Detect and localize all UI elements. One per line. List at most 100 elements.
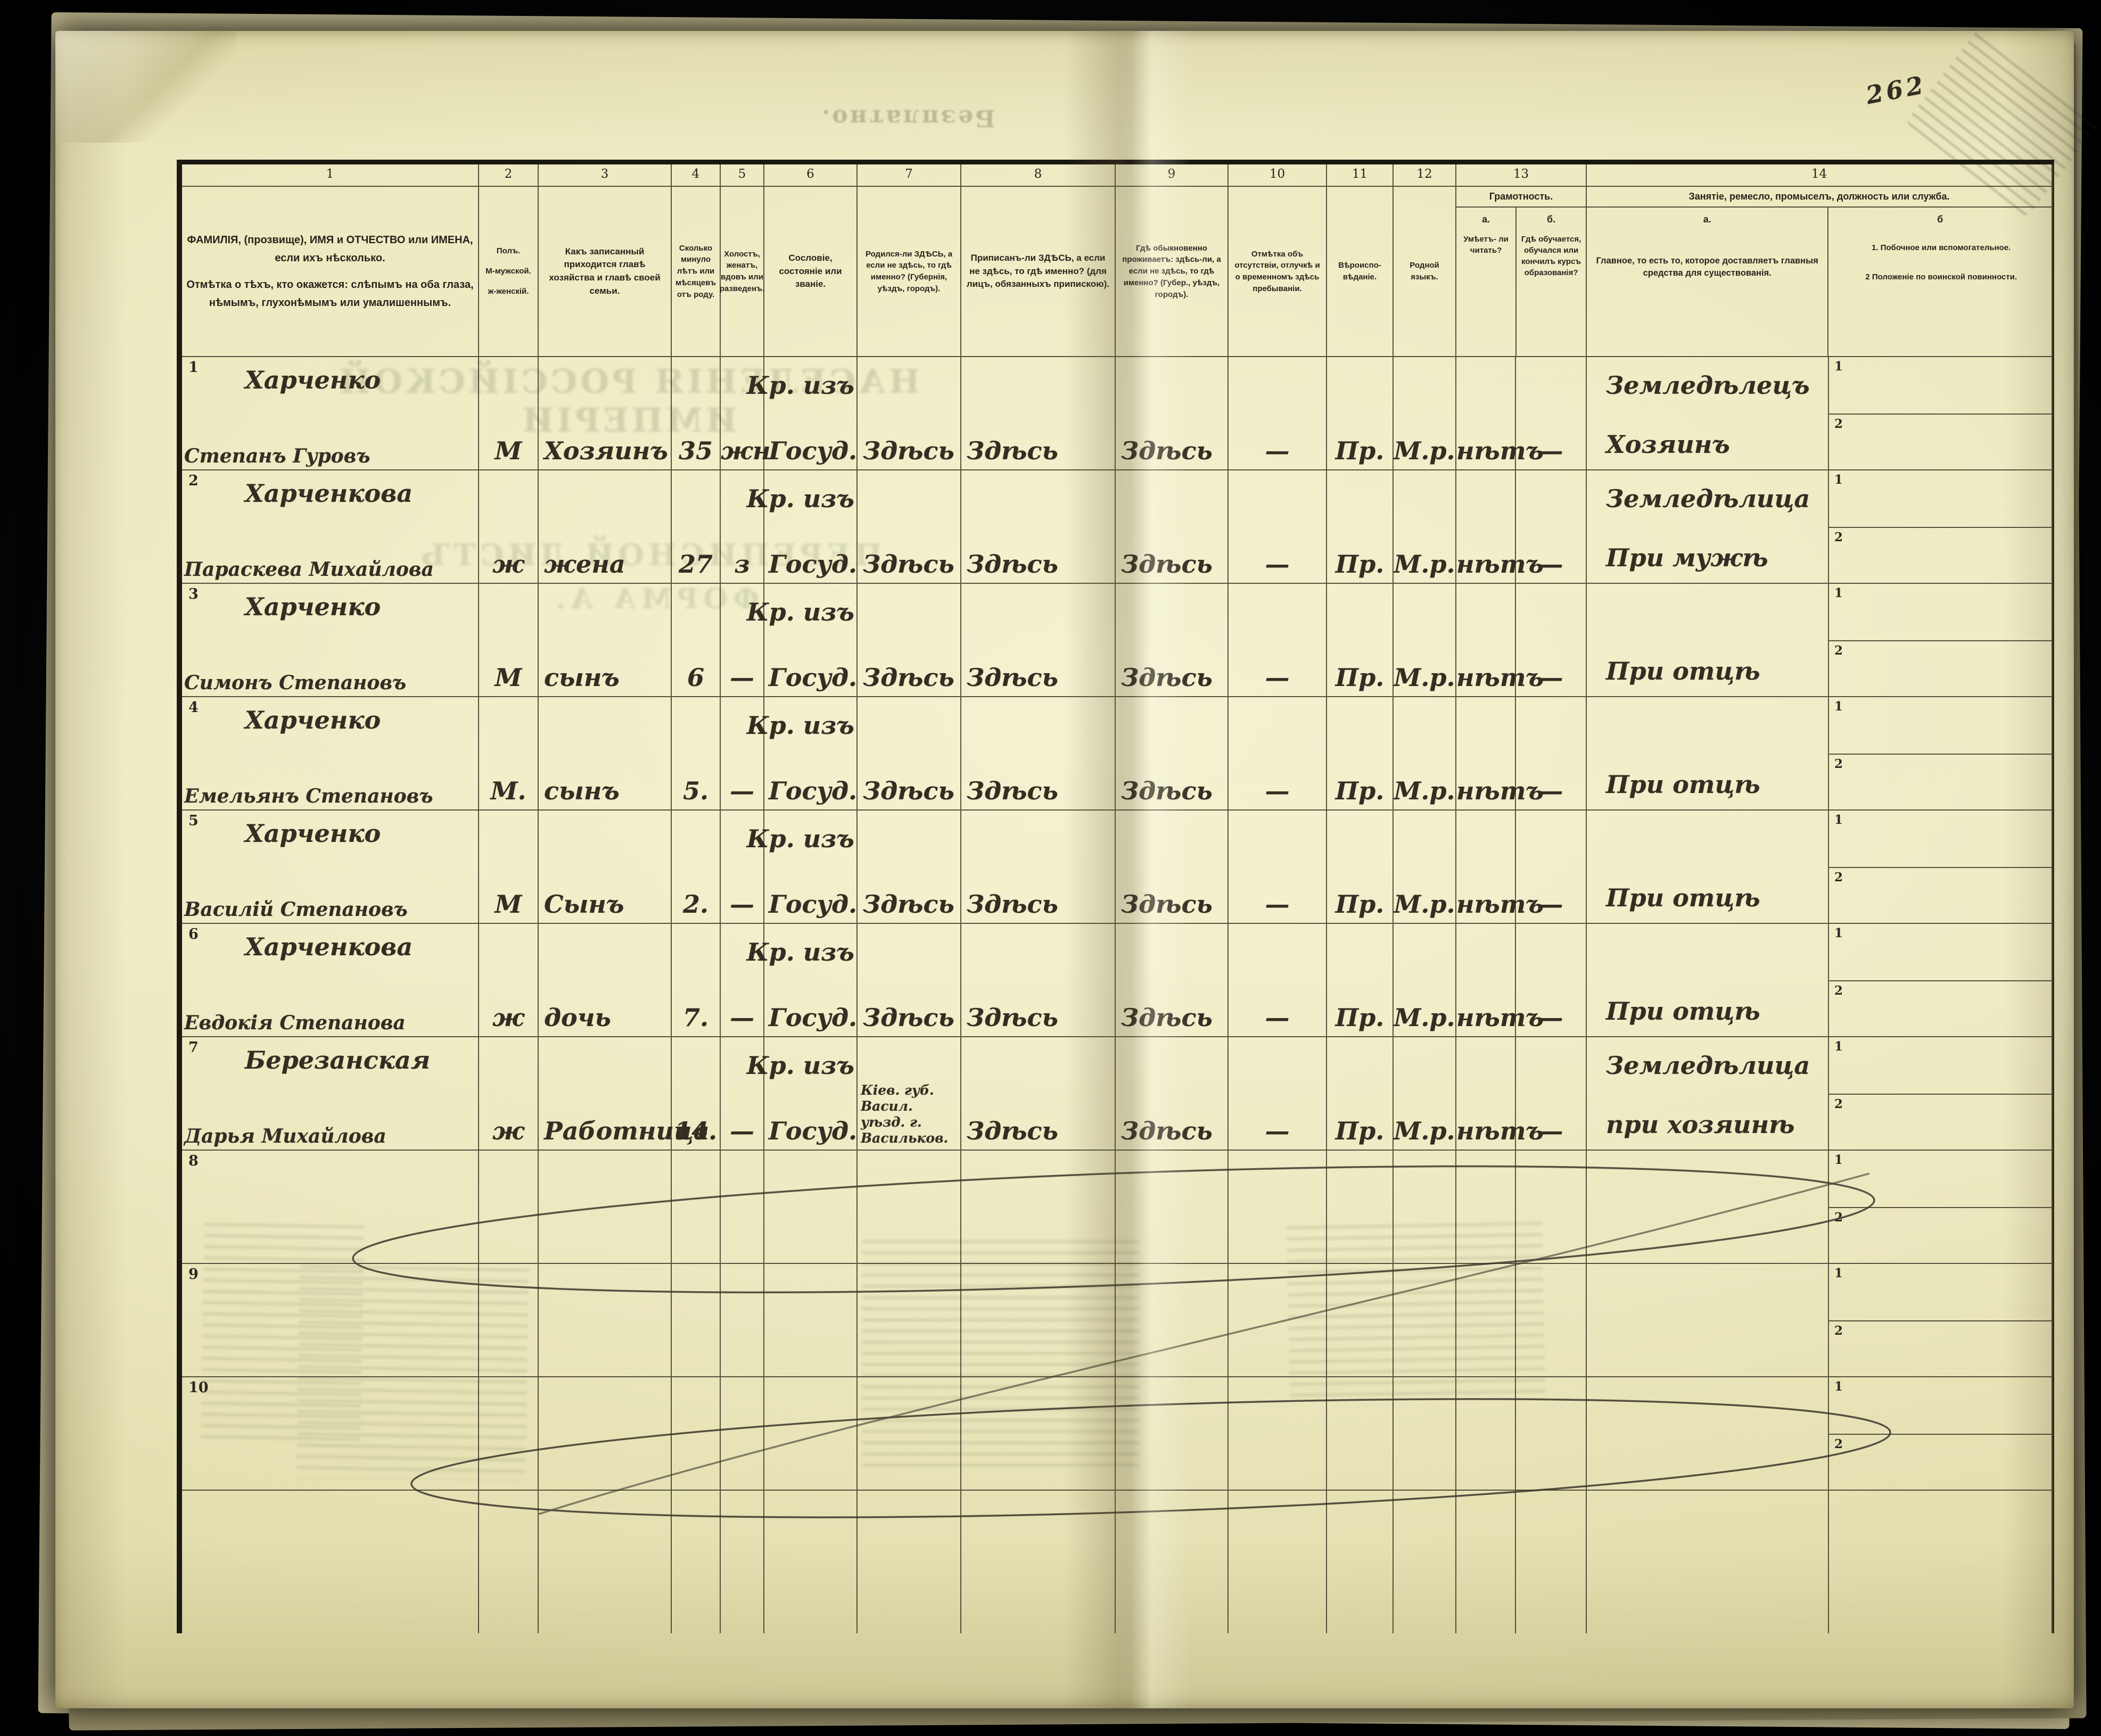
cell-absence: — (1229, 697, 1327, 811)
estate-line1: Кр. изъ (746, 598, 854, 626)
row-number: 10 (188, 1379, 209, 1396)
cell-occupation-side: 1 2 (1829, 811, 2053, 924)
cell-marital: — (721, 811, 764, 924)
cell-residence: Здѣсь (1116, 924, 1229, 1037)
cell-religion: Пр. (1327, 470, 1394, 584)
cell-registration: Здѣсь (961, 697, 1116, 811)
cell-birthplace: Здѣсь (858, 697, 961, 811)
cell-registration: Здѣсь (961, 470, 1116, 584)
cell-residence: Здѣсь (1116, 1037, 1229, 1151)
cell-residence: Здѣсь (1116, 811, 1229, 924)
cell-age: 14. (672, 1037, 721, 1151)
side-occupation-sub1: 1 (1829, 697, 2051, 755)
given-name-text: Василій Степановъ (184, 898, 408, 921)
side-occupation-sub2: 2 (1834, 1436, 1843, 1451)
cell-sex: ж (479, 924, 539, 1037)
header-birthplace-column: Родился-ли ЗДѢСЬ, а если не здѣсь, то гд… (858, 187, 961, 357)
cell-relation: жена (539, 470, 672, 584)
cell-sex (479, 1377, 539, 1491)
empty-cell (721, 1491, 764, 1633)
occupation-line2: При отцѣ (1606, 883, 1760, 912)
cell-marital: — (721, 1037, 764, 1151)
row-number: 5 (188, 813, 199, 829)
header-literacy-a: а. Умѣетъ- ли читать? (1456, 208, 1517, 356)
header-name-note: Отмѣтка о тѣхъ, кто окажется: слѣпымъ на… (186, 279, 474, 309)
cell-relation: Сынъ (539, 811, 672, 924)
row-number: 3 (188, 586, 199, 602)
estate-line1: Кр. изъ (746, 371, 854, 400)
empty-cell (479, 1491, 539, 1633)
col-number-6: 6 (764, 164, 858, 187)
cell-religion (1327, 1151, 1394, 1264)
side-occupation-sub1: 1 (1829, 1264, 2051, 1321)
cell-age: 35 (672, 357, 721, 470)
cell-name: 1 Харченко Степанъ Гуровъ (182, 357, 479, 470)
side-occupation-sub2: 2 (1834, 530, 1843, 544)
cell-relation: сынъ (539, 697, 672, 811)
cell-marital (721, 1151, 764, 1264)
cell-occupation-side: 1 2 (1829, 697, 2053, 811)
cell-education: — (1516, 697, 1587, 811)
cell-language: М.р. (1394, 357, 1456, 470)
side-occupation-sub2: 2 (1834, 416, 1843, 431)
cell-language: М.р. (1394, 697, 1456, 811)
estate-line2: Госуд. (769, 550, 857, 578)
cell-occupation-main (1587, 1151, 1829, 1264)
cell-name: 8 (182, 1151, 479, 1264)
cell-sex: ж (479, 1037, 539, 1151)
cell-absence: — (1229, 924, 1327, 1037)
cell-relation (539, 1377, 672, 1491)
header-relation-column: Какъ записанный приходится главѣ хозяйст… (539, 187, 672, 357)
cell-name: 7 Березанская Дарья Михайлова (182, 1037, 479, 1151)
cell-estate (764, 1377, 858, 1491)
cell-absence: — (1229, 1037, 1327, 1151)
cell-birthplace (858, 1151, 961, 1264)
cell-registration (961, 1151, 1116, 1264)
cell-residence (1116, 1264, 1229, 1377)
cell-occupation-main: При отцѣ (1587, 584, 1829, 697)
cell-marital: — (721, 697, 764, 811)
cell-age: 6 (672, 584, 721, 697)
cell-residence (1116, 1151, 1229, 1264)
surname-text: Харченко (245, 592, 381, 621)
cell-education (1516, 1377, 1587, 1491)
cell-language: М.р. (1394, 1037, 1456, 1151)
cell-education: — (1516, 470, 1587, 584)
cell-occupation-main: При отцѣ (1587, 811, 1829, 924)
cell-name: 4 Харченко Емельянъ Степановъ (182, 697, 479, 811)
cell-education: — (1516, 357, 1587, 470)
col-number-12: 12 (1394, 164, 1456, 187)
census-table: 1 2 3 4 5 6 7 8 9 10 11 12 13 14 ФАМИЛІЯ… (177, 160, 2054, 1633)
cell-education: — (1516, 924, 1587, 1037)
header-occupation-side: б 1. Побочное или вспомогательное. 2 Пол… (1865, 214, 2017, 282)
occupation-line1: Земледѣлецъ (1606, 371, 1810, 400)
cell-occupation-main: Земледѣлецъ Хозяинъ (1587, 357, 1829, 470)
header-sex-male: М-мужской. (485, 267, 531, 276)
cell-occupation-main: Земледѣлица при хозяинѣ (1587, 1037, 1829, 1151)
cell-occupation-main (1587, 1264, 1829, 1377)
cell-name: 5 Харченко Василій Степановъ (182, 811, 479, 924)
estate-line2: Госуд. (769, 436, 857, 465)
cell-education: — (1516, 811, 1587, 924)
estate-line2: Госуд. (769, 1003, 857, 1032)
row-number: 6 (188, 926, 199, 943)
cell-language (1394, 1151, 1456, 1264)
cell-literacy (1456, 1264, 1516, 1377)
cell-occupation-side: 1 2 (1829, 1151, 2053, 1264)
empty-cell (539, 1491, 672, 1633)
side-occupation-sub1: 1 (1829, 811, 2051, 868)
surname-text: Харченкова (245, 932, 413, 961)
cell-language: М.р. (1394, 470, 1456, 584)
header-religion-column: Вѣроиспо- вѣданіе. (1327, 187, 1394, 357)
col-number-7: 7 (858, 164, 961, 187)
cell-literacy (1456, 1151, 1516, 1264)
cell-literacy: нѣтъ (1456, 924, 1544, 1037)
given-name-text: Евдокія Степанова (184, 1012, 406, 1034)
estate-line2: Госуд. (769, 1117, 857, 1145)
empty-cell (1116, 1491, 1229, 1633)
cell-registration (961, 1377, 1116, 1491)
col-number-8: 8 (961, 164, 1116, 187)
surname-text: Березанская (245, 1046, 431, 1074)
estate-line1: Кр. изъ (746, 938, 854, 966)
cell-residence: Здѣсь (1116, 357, 1229, 470)
